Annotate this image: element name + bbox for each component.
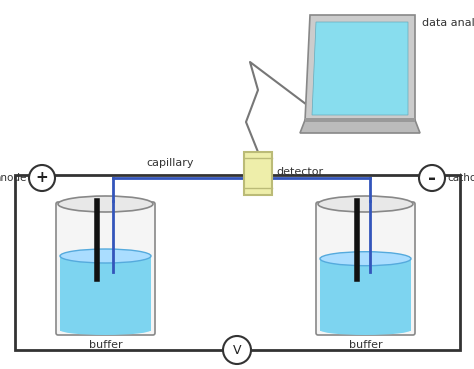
Bar <box>305 118 415 122</box>
Text: buffer: buffer <box>349 340 383 350</box>
Ellipse shape <box>58 196 153 212</box>
Ellipse shape <box>60 325 151 335</box>
FancyBboxPatch shape <box>316 202 415 335</box>
Text: -: - <box>428 169 436 187</box>
Circle shape <box>419 165 445 191</box>
Text: V: V <box>233 344 241 356</box>
Text: data analysis: data analysis <box>422 18 474 28</box>
Circle shape <box>223 336 251 364</box>
Bar <box>60 256 151 331</box>
Text: anode: anode <box>0 173 27 183</box>
Text: cathode: cathode <box>447 173 474 183</box>
Ellipse shape <box>60 249 151 263</box>
Text: buffer: buffer <box>89 340 122 350</box>
Polygon shape <box>312 22 408 115</box>
Text: capillary: capillary <box>146 158 194 168</box>
FancyBboxPatch shape <box>56 202 155 335</box>
Ellipse shape <box>320 325 411 335</box>
Ellipse shape <box>318 196 413 212</box>
Bar <box>15 175 460 350</box>
Bar <box>244 152 272 195</box>
Ellipse shape <box>320 252 411 266</box>
Text: detector: detector <box>276 167 323 177</box>
Bar <box>320 259 411 331</box>
Text: +: + <box>36 170 48 186</box>
Polygon shape <box>305 15 415 121</box>
Polygon shape <box>300 120 420 133</box>
Circle shape <box>29 165 55 191</box>
